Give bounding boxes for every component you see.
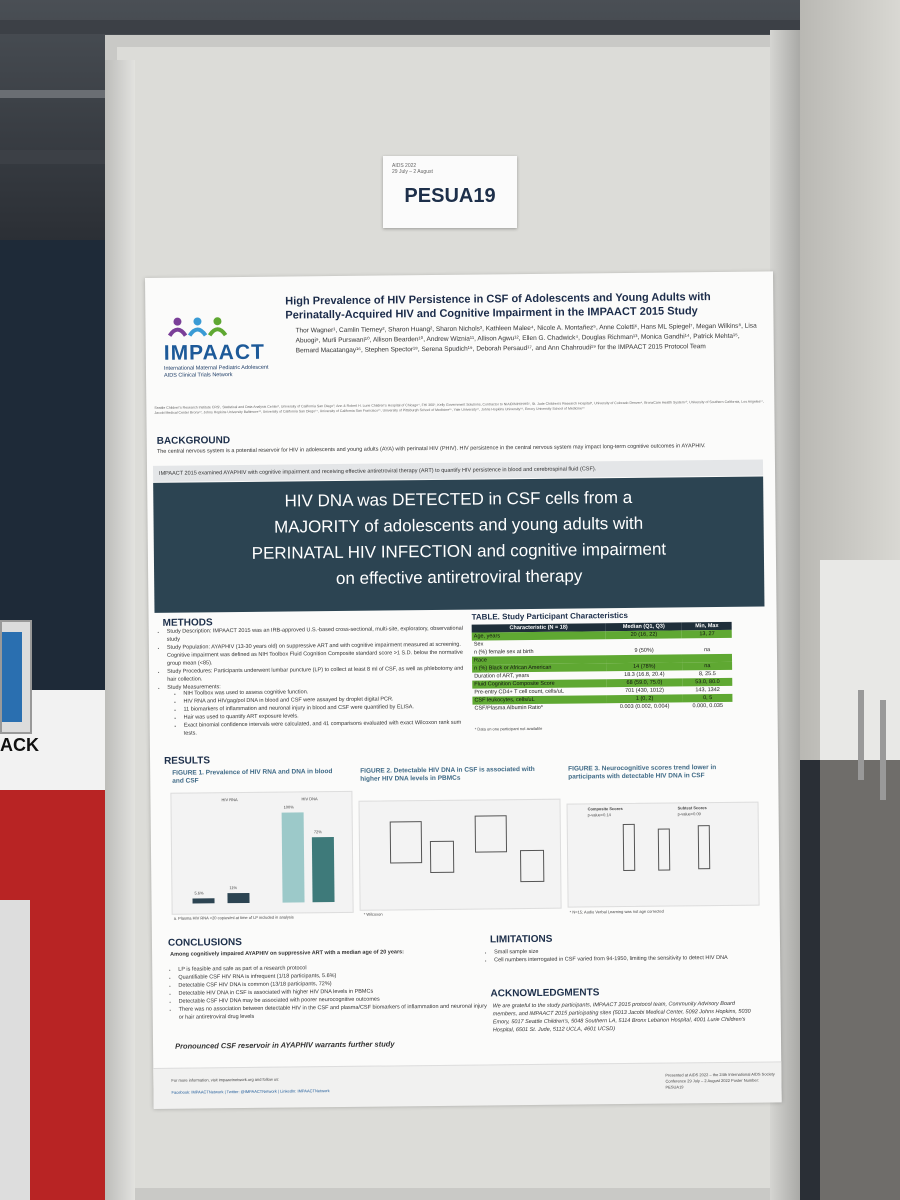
- floor: [820, 760, 900, 1200]
- impaact-logo-icon: [167, 317, 228, 337]
- stanchion: [880, 700, 886, 800]
- fig1-bar: [192, 898, 215, 904]
- fig1-bar-label: 72%: [313, 829, 322, 835]
- table-body: Age, years 20 (16, 22) 13, 27 Sex n (%) fema…: [471, 629, 733, 713]
- methods-subitem: Exact binomial confidence intervals were…: [184, 719, 468, 738]
- key-finding-text: HIV DNA was DETECTED in CSF cells from a…: [153, 484, 764, 594]
- background-text: The central nervous system is a potentia…: [156, 443, 706, 455]
- conclusions-list: LP is feasible and safe as part of a res…: [158, 962, 489, 1021]
- foreground-post: [0, 900, 30, 1200]
- background-heading: BACKGROUND: [156, 435, 231, 447]
- fig1-bar: [311, 837, 335, 903]
- id-card-line: AIDS 2022: [392, 163, 417, 169]
- figure1-chart: HIV RNA HIV DNA 5.6% 11% 100% 72%: [170, 790, 354, 915]
- figure1-title: FIGURE 1. Prevalence of HIV RNA and DNA …: [172, 768, 333, 785]
- limitations-heading: LIMITATIONS: [489, 933, 553, 946]
- table-cell: 0.003 (0.002, 0.004): [619, 703, 670, 711]
- poster-code: PESUA19: [404, 185, 496, 207]
- acknowledgments-heading: ACKNOWLEDGMENTS: [490, 987, 600, 1000]
- figure1-note: a. Plasma HIV RNA <20 copies/ml at time …: [173, 914, 294, 921]
- table-row: CSF/Plasma Albumin Ratio* 0.003 (0.002, 0…: [472, 702, 732, 713]
- methods-list: Study Description: IMPAACT 2015 was an I…: [153, 625, 468, 692]
- logo-subtitle-line: AIDS Clinical Trials Network: [163, 372, 233, 379]
- fig2-box: [429, 840, 455, 874]
- acknowledgments-text: We are grateful to the study participant…: [492, 1000, 751, 1034]
- figure2-note: * Wilcoxon: [363, 911, 383, 917]
- id-card-line: 29 July – 2 August: [392, 169, 433, 175]
- booth-sign-text: ACK: [0, 735, 39, 755]
- limitations-item: Cell numbers interrogated in CSF varied …: [494, 954, 764, 965]
- methods-item: Study Population: AYAPHIV (13-30 years o…: [167, 641, 467, 668]
- logo-subtitle: International Maternal Pediatric Adolesc…: [164, 365, 269, 380]
- table-cell: 0.000, 0.035: [692, 702, 724, 710]
- conclusions-lead: Among cognitively impaired AYAPHIV on su…: [170, 949, 405, 958]
- table-footnote: * Data on one participant not available: [474, 725, 543, 732]
- conclusions-heading: CONCLUSIONS: [167, 937, 242, 949]
- logo-name: IMPAACT: [163, 340, 266, 365]
- figure3-title: FIGURE 3. Neurocognitive scores trend lo…: [568, 764, 717, 781]
- conclusions-item: There was no association between detecta…: [179, 1002, 489, 1021]
- fig1-bar-label: 100%: [283, 804, 294, 810]
- limitations-list: Small sample size Cell numbers interroga…: [480, 946, 764, 965]
- poster-title: High Prevalence of HIV Persistence in CS…: [285, 291, 711, 322]
- methods-sublist: NIH Toolbox was used to assess cognitive…: [171, 687, 467, 738]
- fig3-box: [622, 823, 636, 872]
- poster-id-card: [383, 156, 517, 228]
- stanchion: [858, 690, 864, 780]
- fig1-bars: 5.6% 11% 100% 72%: [171, 792, 352, 914]
- ceiling-beam: [0, 20, 900, 34]
- poster: IMPAACT International Maternal Pediatric…: [145, 271, 782, 1109]
- monitor-screen: [2, 632, 22, 722]
- fig2-box: [389, 821, 423, 864]
- fig3-box: [657, 828, 671, 871]
- fig2-box: [474, 815, 508, 853]
- fig3-box: [697, 825, 711, 870]
- results-heading: RESULTS: [164, 755, 211, 767]
- conclusions-closing: Pronounced CSF reservoir in AYAPHIV warr…: [174, 1039, 395, 1051]
- fig1-bar: [281, 812, 305, 903]
- characteristics-table: Characteristic (N = 18) Median (Q1, Q3) …: [471, 621, 733, 713]
- fig3-label: p-value=0.14: [587, 812, 611, 818]
- footer-info: For more information, visit impaactnetwo…: [171, 1076, 280, 1083]
- authors: Thor Wagner¹, Camlin Tierney², Sharon Hu…: [295, 322, 757, 355]
- figure2-chart: [358, 798, 562, 911]
- footer-presented: Presented at AIDS 2022 – the 24th Intern…: [665, 1071, 775, 1090]
- table-cell: CSF/Plasma Albumin Ratio*: [474, 704, 544, 712]
- figure2-title: FIGURE 2. Detectable HIV DNA in CSF is a…: [360, 765, 535, 783]
- fig2-box: [520, 849, 545, 883]
- figure3-chart: Composite Scores p-value=0.14 Subtest Sc…: [566, 801, 760, 908]
- figure3-note: * N=15; Audio Verbal Learning was not ag…: [569, 908, 664, 915]
- board-frame-left: [105, 60, 135, 1200]
- fig1-bar-label: 11%: [229, 885, 238, 891]
- fig3-label: p-value=0.09: [677, 811, 701, 817]
- fig1-bar-label: 5.6%: [194, 890, 204, 896]
- id-card-small-text: AIDS 2022 29 July – 2 August: [392, 163, 433, 175]
- fig1-bar: [227, 893, 250, 904]
- table-title: TABLE. Study Participant Characteristics: [471, 610, 628, 622]
- affiliations: Seattle Children's Research Institute CR…: [154, 399, 764, 415]
